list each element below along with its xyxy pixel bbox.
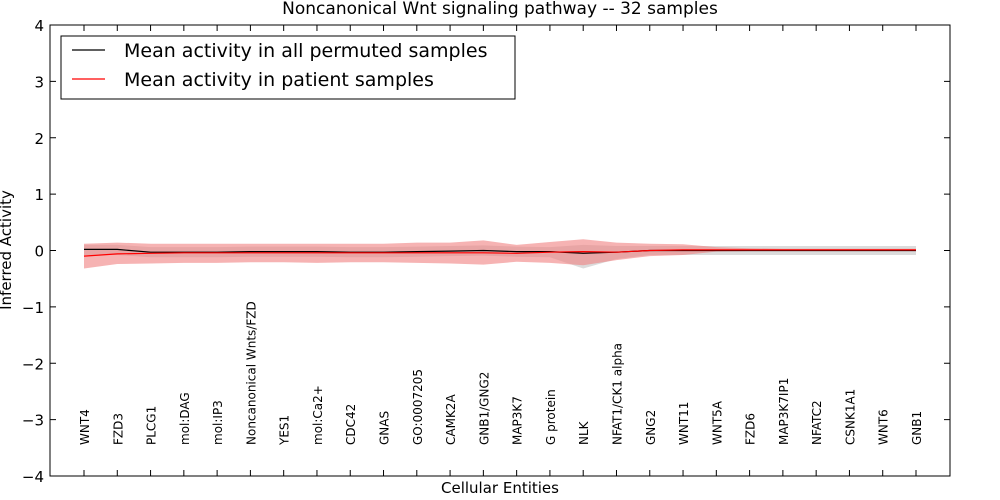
x-tick-label: MAP3K7	[511, 396, 525, 445]
x-tick-label: FZD3	[111, 413, 125, 445]
x-tick-label: mol:IP3	[211, 400, 225, 445]
x-tick-label: WNT6	[877, 409, 891, 445]
x-tick-label: WNT5A	[710, 400, 724, 445]
x-tick-label: G protein	[544, 389, 558, 445]
x-tick-label: CSNK1A1	[843, 389, 857, 445]
y-tick-label: −4	[22, 468, 44, 486]
legend-box	[60, 35, 516, 100]
x-tick-label: MAP3K7IP1	[777, 378, 791, 445]
y-tick-label: −3	[22, 412, 44, 430]
legend-label-permuted: Mean activity in all permuted samples	[124, 40, 487, 62]
y-axis: −4 −3 −2 −1 0 1 2 3 4	[22, 17, 950, 486]
y-tick-label: 1	[34, 186, 44, 204]
y-tick-label: −1	[22, 299, 44, 317]
x-tick-label: PLCG1	[145, 406, 159, 445]
y-tick-label: −2	[22, 355, 44, 373]
y-tick-label: 4	[34, 17, 44, 35]
x-tick-label: YES1	[278, 415, 292, 446]
x-tick-label: GNB1/GNG2	[477, 372, 491, 445]
series-line-patient	[83, 249, 916, 257]
x-axis-label: Cellular Entities	[441, 479, 559, 497]
x-tick-label: GNG2	[644, 410, 658, 445]
x-tick-label: FZD6	[744, 413, 758, 445]
x-tick-label: GNAS	[378, 411, 392, 445]
y-tick-label: 3	[34, 73, 44, 91]
x-tick-label: Noncanonical Wnts/FZD	[244, 301, 258, 445]
band-patient	[84, 239, 916, 269]
x-tick-label: NLK	[577, 420, 591, 445]
legend-label-patient: Mean activity in patient samples	[124, 69, 434, 91]
legend: Mean activity in all permuted samples Me…	[60, 35, 516, 100]
chart-title: Noncanonical Wnt signaling pathway -- 32…	[282, 0, 718, 19]
y-tick-label: 0	[34, 243, 44, 261]
x-tick-label: WNT4	[78, 409, 92, 445]
x-tick-label: CAMK2A	[444, 394, 458, 445]
x-tick-label: mol:DAG	[178, 392, 192, 445]
x-tick-labels: WNT4 FZD3 PLCG1 mol:DAG mol:IP3 Noncanonical …	[78, 25, 924, 476]
x-tick-label: mol:Ca2+	[311, 385, 325, 445]
x-tick-label: WNT11	[677, 402, 691, 445]
series-lines	[83, 248, 916, 257]
x-tick-label: GNB1	[910, 411, 924, 445]
y-axis-label: Inferred Activity	[0, 190, 15, 310]
x-tick-label: NFAT1/CK1 alpha	[610, 343, 624, 445]
y-tick-label: 2	[34, 130, 44, 148]
x-tick-label: NFATC2	[810, 400, 824, 445]
x-tick-label: CDC42	[344, 404, 358, 445]
x-tick-label: GO:0007205	[411, 369, 425, 445]
